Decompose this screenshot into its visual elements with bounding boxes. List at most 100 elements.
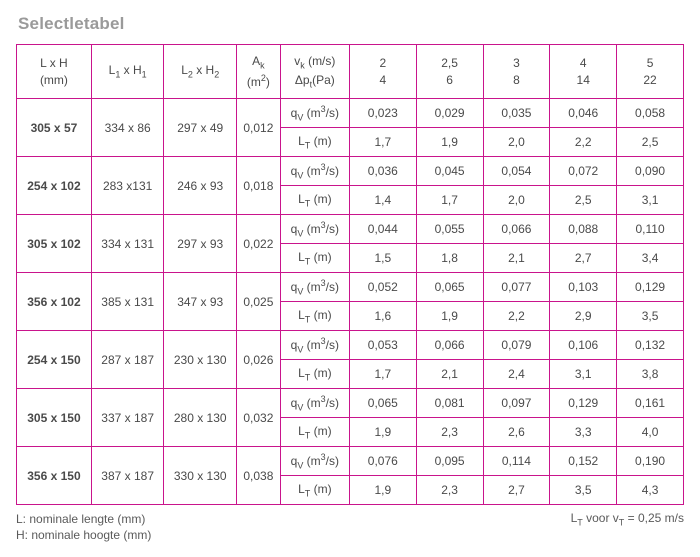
cell-lt: 2,9 xyxy=(550,302,617,331)
cell-Ak: 0,025 xyxy=(237,273,281,331)
cell-qv: 0,023 xyxy=(349,99,416,128)
page-title: Selectletabel xyxy=(18,14,684,34)
cell-qv: 0,058 xyxy=(617,99,684,128)
cell-lt: 2,4 xyxy=(483,360,550,389)
cell-Ak: 0,022 xyxy=(237,215,281,273)
cell-qv: 0,081 xyxy=(416,389,483,418)
cell-lt: 3,3 xyxy=(550,418,617,447)
cell-lt: 3,1 xyxy=(617,186,684,215)
cell-Ak: 0,038 xyxy=(237,447,281,505)
label-lt: LT (m) xyxy=(280,418,349,447)
footer-left: L: nominale lengte (mm) H: nominale hoog… xyxy=(16,511,151,543)
cell-LH: 356 x 150 xyxy=(17,447,92,505)
cell-qv: 0,065 xyxy=(349,389,416,418)
table-row: 254 x 102283 x131246 x 930,018qV (m3/s)0… xyxy=(17,157,684,186)
cell-L1H1: 385 x 131 xyxy=(91,273,164,331)
cell-qv: 0,114 xyxy=(483,447,550,476)
cell-lt: 2,7 xyxy=(550,244,617,273)
cell-qv: 0,103 xyxy=(550,273,617,302)
cell-qv: 0,035 xyxy=(483,99,550,128)
cell-L2H2: 347 x 93 xyxy=(164,273,237,331)
cell-qv: 0,088 xyxy=(550,215,617,244)
cell-L1H1: 387 x 187 xyxy=(91,447,164,505)
table-row: 305 x 150337 x 187280 x 1300,032qV (m3/s… xyxy=(17,389,684,418)
label-lt: LT (m) xyxy=(280,244,349,273)
cell-lt: 3,8 xyxy=(617,360,684,389)
cell-L2H2: 246 x 93 xyxy=(164,157,237,215)
table-row: 356 x 150387 x 187330 x 1300,038qV (m3/s… xyxy=(17,447,684,476)
cell-L1H1: 334 x 86 xyxy=(91,99,164,157)
cell-qv: 0,110 xyxy=(617,215,684,244)
cell-qv: 0,066 xyxy=(416,331,483,360)
label-qv: qV (m3/s) xyxy=(280,273,349,302)
cell-lt: 3,5 xyxy=(550,476,617,505)
cell-qv: 0,053 xyxy=(349,331,416,360)
cell-lt: 4,0 xyxy=(617,418,684,447)
cell-L2H2: 297 x 49 xyxy=(164,99,237,157)
hdr-pair-2: 38 xyxy=(483,45,550,99)
cell-L2H2: 297 x 93 xyxy=(164,215,237,273)
cell-qv: 0,052 xyxy=(349,273,416,302)
hdr-LH-line1: L x H xyxy=(40,56,68,70)
cell-lt: 1,8 xyxy=(416,244,483,273)
cell-lt: 1,7 xyxy=(416,186,483,215)
footer-right: LT voor vT = 0,25 m/s xyxy=(571,511,684,527)
cell-qv: 0,161 xyxy=(617,389,684,418)
cell-lt: 3,5 xyxy=(617,302,684,331)
cell-lt: 2,1 xyxy=(483,244,550,273)
cell-lt: 1,9 xyxy=(416,302,483,331)
cell-qv: 0,132 xyxy=(617,331,684,360)
cell-Ak: 0,018 xyxy=(237,157,281,215)
label-lt: LT (m) xyxy=(280,360,349,389)
cell-Ak: 0,012 xyxy=(237,99,281,157)
label-qv: qV (m3/s) xyxy=(280,99,349,128)
hdr-LH-line2: (mm) xyxy=(40,73,68,87)
table-row: 356 x 102385 x 131347 x 930,025qV (m3/s)… xyxy=(17,273,684,302)
cell-L1H1: 283 x131 xyxy=(91,157,164,215)
label-lt: LT (m) xyxy=(280,186,349,215)
cell-LH: 305 x 57 xyxy=(17,99,92,157)
cell-LH: 305 x 150 xyxy=(17,389,92,447)
cell-qv: 0,152 xyxy=(550,447,617,476)
cell-qv: 0,106 xyxy=(550,331,617,360)
hdr-L1H1: L1 x H1 xyxy=(91,45,164,99)
cell-qv: 0,054 xyxy=(483,157,550,186)
cell-lt: 2,2 xyxy=(550,128,617,157)
cell-qv: 0,029 xyxy=(416,99,483,128)
hdr-pair-1: 2,56 xyxy=(416,45,483,99)
cell-lt: 1,9 xyxy=(416,128,483,157)
label-qv: qV (m3/s) xyxy=(280,215,349,244)
cell-lt: 2,7 xyxy=(483,476,550,505)
cell-qv: 0,066 xyxy=(483,215,550,244)
cell-lt: 2,3 xyxy=(416,476,483,505)
cell-L2H2: 280 x 130 xyxy=(164,389,237,447)
cell-L2H2: 330 x 130 xyxy=(164,447,237,505)
header-row: L x H(mm) L1 x H1 L2 x H2 Ak(m2) vk (m/s… xyxy=(17,45,684,99)
cell-qv: 0,129 xyxy=(550,389,617,418)
hdr-pair-0: 24 xyxy=(349,45,416,99)
cell-lt: 2,5 xyxy=(617,128,684,157)
cell-lt: 1,5 xyxy=(349,244,416,273)
cell-qv: 0,129 xyxy=(617,273,684,302)
cell-LH: 254 x 150 xyxy=(17,331,92,389)
cell-lt: 2,3 xyxy=(416,418,483,447)
hdr-pair-4: 522 xyxy=(617,45,684,99)
cell-qv: 0,097 xyxy=(483,389,550,418)
cell-lt: 2,0 xyxy=(483,128,550,157)
label-qv: qV (m3/s) xyxy=(280,447,349,476)
cell-qv: 0,076 xyxy=(349,447,416,476)
cell-qv: 0,055 xyxy=(416,215,483,244)
selection-table: L x H(mm) L1 x H1 L2 x H2 Ak(m2) vk (m/s… xyxy=(16,44,684,505)
cell-lt: 2,5 xyxy=(550,186,617,215)
label-lt: LT (m) xyxy=(280,128,349,157)
cell-qv: 0,044 xyxy=(349,215,416,244)
hdr-Ak: Ak(m2) xyxy=(237,45,281,99)
cell-qv: 0,077 xyxy=(483,273,550,302)
table-row: 305 x 57334 x 86297 x 490,012qV (m3/s)0,… xyxy=(17,99,684,128)
label-qv: qV (m3/s) xyxy=(280,157,349,186)
cell-lt: 3,4 xyxy=(617,244,684,273)
cell-Ak: 0,032 xyxy=(237,389,281,447)
cell-qv: 0,090 xyxy=(617,157,684,186)
label-qv: qV (m3/s) xyxy=(280,389,349,418)
cell-qv: 0,036 xyxy=(349,157,416,186)
